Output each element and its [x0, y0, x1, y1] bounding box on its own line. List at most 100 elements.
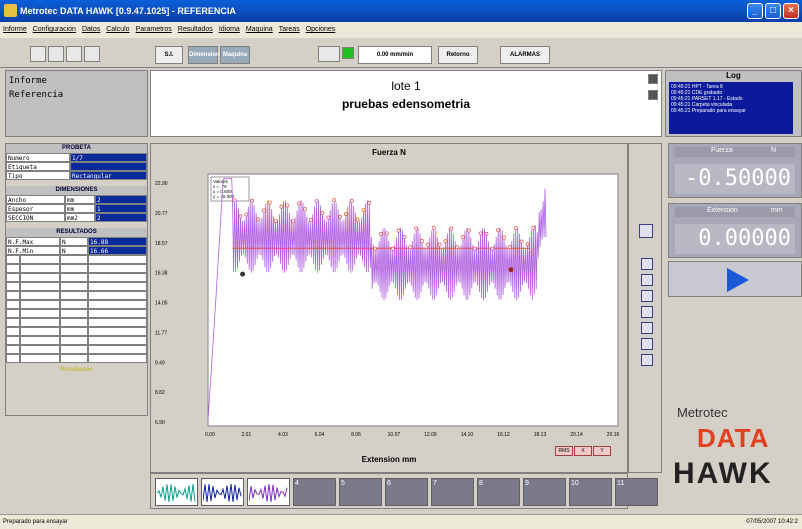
table-cell[interactable]: [6, 300, 20, 309]
thumbnail-11[interactable]: 11: [615, 478, 658, 506]
table-cell[interactable]: [20, 300, 60, 309]
tool-icon-6[interactable]: [641, 338, 653, 350]
table-cell[interactable]: [6, 255, 20, 264]
table-cell[interactable]: [20, 318, 60, 327]
table-cell[interactable]: Numero: [6, 153, 70, 162]
table-cell[interactable]: [60, 300, 88, 309]
table-cell[interactable]: [6, 282, 20, 291]
menu-item-0[interactable]: Informe: [3, 26, 27, 33]
chart-control-0[interactable]: RMS: [555, 446, 573, 456]
table-cell[interactable]: [88, 273, 147, 282]
table-cell[interactable]: [60, 264, 88, 273]
table-cell[interactable]: [6, 291, 20, 300]
table-cell[interactable]: [88, 282, 147, 291]
thumbnail-1[interactable]: [155, 478, 198, 506]
table-cell[interactable]: [20, 264, 60, 273]
table-cell[interactable]: [88, 291, 147, 300]
table-cell[interactable]: 16.66: [88, 246, 147, 255]
chart-control-2[interactable]: Y: [593, 446, 611, 456]
table-cell[interactable]: [60, 354, 88, 363]
force-chart[interactable]: 22.90 20.77 18.57 16.38 14.05 11.77 9.49 8.82 6.…: [151, 144, 629, 474]
table-cell[interactable]: [88, 336, 147, 345]
table-cell[interactable]: 2: [95, 195, 147, 204]
alarmas-button[interactable]: ALARMAS: [500, 46, 550, 64]
table-cell[interactable]: [6, 336, 20, 345]
table-cell[interactable]: [20, 282, 60, 291]
table-cell[interactable]: [88, 300, 147, 309]
table-cell[interactable]: [60, 327, 88, 336]
tool-icon-2[interactable]: [641, 274, 653, 286]
table-cell[interactable]: [60, 336, 88, 345]
table-cell[interactable]: [88, 309, 147, 318]
table-cell[interactable]: 1: [95, 204, 147, 213]
thumbnail-9[interactable]: 9: [523, 478, 566, 506]
table-cell[interactable]: [88, 345, 147, 354]
table-cell[interactable]: [6, 327, 20, 336]
table-cell[interactable]: [60, 291, 88, 300]
table-cell[interactable]: [20, 255, 60, 264]
table-cell[interactable]: [20, 327, 60, 336]
tool-icon-4[interactable]: [641, 306, 653, 318]
zoom-icon[interactable]: [639, 224, 653, 238]
table-cell[interactable]: SECCION: [6, 213, 65, 222]
thumbnail-8[interactable]: 8: [477, 478, 520, 506]
dim2-button[interactable]: Maquina: [220, 46, 250, 64]
table-cell[interactable]: [20, 345, 60, 354]
table-cell[interactable]: [60, 309, 88, 318]
menu-item-8[interactable]: Tareas: [278, 26, 300, 33]
table-cell[interactable]: [20, 354, 60, 363]
table-cell[interactable]: N.F.Min: [6, 246, 60, 255]
table-cell[interactable]: [88, 327, 147, 336]
thumbnail-5[interactable]: 5: [339, 478, 382, 506]
table-cell[interactable]: [60, 318, 88, 327]
table-cell[interactable]: mm2: [65, 213, 95, 222]
table-cell[interactable]: [6, 264, 20, 273]
menu-item-7[interactable]: Maquina: [245, 26, 273, 33]
table-cell[interactable]: [88, 264, 147, 273]
new-icon[interactable]: [30, 46, 46, 62]
open-icon[interactable]: [48, 46, 64, 62]
table-cell[interactable]: [20, 309, 60, 318]
thumbnail-4[interactable]: 4: [293, 478, 336, 506]
table-cell[interactable]: 16.88: [88, 237, 147, 246]
thumbnail-2[interactable]: [201, 478, 244, 506]
table-cell[interactable]: [20, 291, 60, 300]
menu-item-6[interactable]: Idioma: [218, 26, 240, 33]
table-cell[interactable]: 2: [95, 213, 147, 222]
table-cell[interactable]: [6, 354, 20, 363]
table-cell[interactable]: [20, 273, 60, 282]
table-cell[interactable]: [6, 345, 20, 354]
table-cell[interactable]: [60, 273, 88, 282]
save-icon[interactable]: [66, 46, 82, 62]
table-cell[interactable]: [88, 318, 147, 327]
table-cell[interactable]: mm: [65, 195, 95, 204]
menu-item-5[interactable]: Resultados: [177, 26, 213, 33]
table-cell[interactable]: [60, 345, 88, 354]
table-cell[interactable]: N: [60, 237, 88, 246]
table-cell[interactable]: 1/7: [70, 153, 147, 162]
thumbnail-10[interactable]: 10: [569, 478, 612, 506]
print-icon[interactable]: [84, 46, 100, 62]
table-cell[interactable]: [6, 273, 20, 282]
tool-icon-7[interactable]: [641, 354, 653, 366]
table-cell[interactable]: Espesor: [6, 204, 65, 213]
table-cell[interactable]: [60, 255, 88, 264]
menu-item-9[interactable]: Opciones: [305, 26, 336, 33]
thumbnail-7[interactable]: 7: [431, 478, 474, 506]
table-cell[interactable]: [20, 336, 60, 345]
table-cell[interactable]: N: [60, 246, 88, 255]
table-cell[interactable]: Rectangular: [70, 171, 147, 180]
header-icon-1[interactable]: [648, 74, 658, 84]
close-button[interactable]: ×: [783, 3, 799, 19]
tool-icon-3[interactable]: [641, 290, 653, 302]
si-button[interactable]: S.I.: [155, 46, 183, 64]
play-button[interactable]: [668, 261, 802, 297]
menu-item-3[interactable]: Calculo: [106, 26, 130, 33]
dim1-button[interactable]: Dimensiones: [188, 46, 226, 64]
header-icon-2[interactable]: [648, 90, 658, 100]
thumbnail-6[interactable]: 6: [385, 478, 428, 506]
maximize-button[interactable]: □: [765, 3, 781, 19]
menu-item-1[interactable]: Configuracion: [32, 26, 76, 33]
menu-item-2[interactable]: Datos: [81, 26, 101, 33]
table-cell[interactable]: [6, 309, 20, 318]
